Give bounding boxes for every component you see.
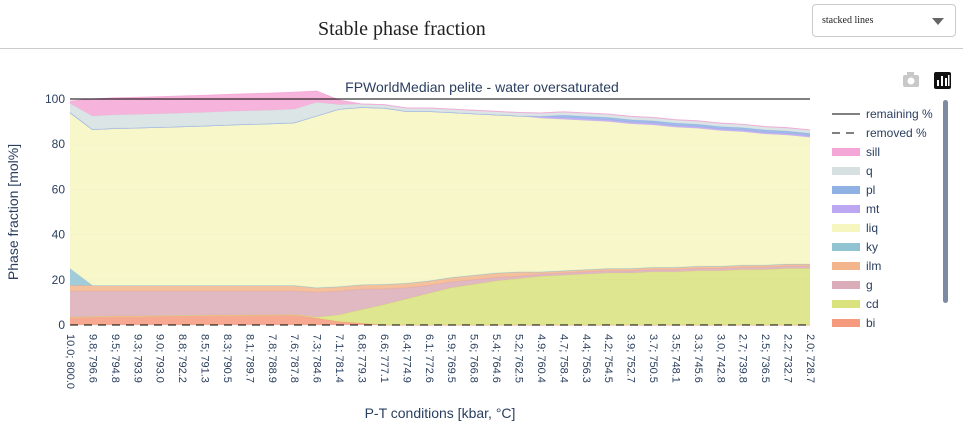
legend-item[interactable]: q [832, 164, 873, 178]
legend-label: pl [866, 183, 875, 197]
x-tick-label: 5.2; 762.5 [512, 334, 524, 383]
chart-title: FPWorldMedian pelite - water oversaturat… [345, 79, 619, 95]
legend-label: sill [866, 145, 880, 159]
plot-area: 0 20 40 60 80 100 10.0; 800.0 9.8; 796.6 9.5; 79… [45, 90, 816, 389]
x-tick-label: 4.2; 754.5 [602, 334, 614, 383]
x-tick-label: 7.8; 788.9 [266, 334, 278, 383]
x-tick-label: 7.3; 784.6 [311, 334, 323, 383]
legend-symbol [832, 167, 860, 175]
legend-item[interactable]: mt [832, 202, 880, 216]
legend-symbol [832, 148, 860, 156]
y-tick-label: 0 [58, 318, 65, 332]
x-tick-label: 9.8; 796.6 [86, 334, 98, 383]
legend-symbol [832, 281, 860, 289]
area-fill [70, 263, 810, 293]
x-tick-label: 5.6; 766.8 [468, 334, 480, 383]
legend-label: bi [866, 316, 875, 330]
legend-symbol [832, 319, 860, 327]
dropdown-value: stacked lines [822, 15, 874, 26]
toolbar [903, 72, 951, 89]
plotly-icon[interactable] [934, 72, 951, 89]
x-tick-label: 8.3; 790.5 [221, 334, 233, 383]
area-fill [70, 107, 810, 288]
x-tick-label: 9.0; 793.0 [154, 334, 166, 383]
legend-symbol [832, 205, 860, 213]
x-tick-label: 4.4; 756.3 [580, 334, 592, 383]
x-tick-label: 3.3; 745.6 [692, 334, 704, 383]
x-tick-label: 10.0; 800.0 [64, 334, 76, 389]
x-tick-label: 8.8; 792.2 [176, 334, 188, 383]
y-tick-label: 100 [45, 92, 65, 106]
legend-scrollbar[interactable] [943, 100, 948, 303]
legend-symbol [832, 262, 860, 270]
legend-item[interactable]: removed % [832, 126, 927, 140]
legend-item[interactable]: liq [832, 221, 878, 235]
x-tick-label: 6.1; 772.6 [423, 334, 435, 383]
legend-label: liq [866, 221, 878, 235]
area-edge [69, 90, 811, 131]
dropdown-arrow [932, 18, 944, 25]
legend-item[interactable]: ky [832, 240, 878, 254]
x-tick-label: 6.6; 777.1 [378, 334, 390, 383]
x-tick-label: 8.5; 791.3 [199, 334, 211, 383]
x-tick-label: 2.7; 739.8 [737, 334, 749, 383]
x-tick-label: 4.9; 760.4 [535, 334, 547, 383]
header: Stable phase fraction stacked lines [0, 0, 963, 49]
legend-item[interactable]: pl [832, 183, 875, 197]
x-tick-label: 6.4; 774.9 [400, 334, 412, 383]
x-tick-label: 3.0; 742.8 [714, 334, 726, 383]
x-tick-label: 8.1; 789.7 [243, 334, 255, 383]
x-tick-label: 7.6; 787.8 [288, 334, 300, 383]
x-tick-label: 3.5; 748.1 [669, 334, 681, 383]
legend-label: remaining % [866, 107, 933, 121]
area-fill [70, 268, 810, 325]
x-tick-label: 2.2; 732.7 [782, 334, 794, 383]
area-fill [70, 314, 810, 325]
legend-label: ky [866, 240, 878, 254]
y-tick-label: 60 [52, 182, 66, 196]
legend-label: q [866, 164, 873, 178]
area-fill [70, 102, 810, 134]
page-title: Stable phase fraction [318, 18, 486, 40]
legend-label: cd [866, 297, 879, 311]
dropdown[interactable]: stacked lines [812, 4, 956, 37]
legend-label: mt [866, 202, 880, 216]
legend-symbol [832, 243, 860, 251]
x-tick-label: 3.9; 752.7 [625, 334, 637, 383]
area-fill [70, 91, 810, 130]
legend-item[interactable]: g [832, 278, 873, 292]
y-tick-label: 80 [52, 137, 66, 151]
legend-symbol [832, 224, 860, 232]
x-tick-label: 9.3; 793.9 [131, 334, 143, 383]
legend-item[interactable]: bi [832, 316, 875, 330]
x-tick-label: 7.1; 781.4 [333, 334, 345, 383]
x-tick-label: 2.0; 728.7 [804, 334, 816, 383]
legend-label: ilm [866, 259, 881, 273]
x-tick-label: 6.8; 779.3 [356, 334, 368, 383]
camera-icon[interactable] [903, 72, 919, 87]
x-tick-label: 5.4; 764.6 [490, 334, 502, 383]
x-axis-title: P-T conditions [kbar, °C] [365, 405, 516, 421]
y-tick-label: 20 [52, 273, 66, 287]
legend-label: removed % [866, 126, 927, 140]
legend-symbol [832, 186, 860, 194]
legend-item[interactable]: remaining % [832, 107, 933, 121]
x-tick-label: 2.5; 736.5 [759, 334, 771, 383]
legend-item[interactable]: sill [832, 145, 880, 159]
x-tick-label: 3.7; 750.5 [647, 334, 659, 383]
legend-item[interactable]: cd [832, 297, 879, 311]
x-tick-label: 9.5; 794.8 [109, 334, 121, 383]
legend-label: g [866, 278, 873, 292]
y-axis-title: Phase fraction [mol%] [5, 144, 21, 280]
x-tick-label: 5.9; 769.5 [445, 334, 457, 383]
legend-symbol [832, 300, 860, 308]
area-fill [70, 266, 810, 318]
legend-item[interactable]: ilm [832, 259, 881, 273]
y-tick-label: 40 [52, 228, 66, 242]
legend: remaining % removed % sill q pl mt liq ky ilm g cd… [832, 107, 933, 330]
x-tick-label: 4.7; 758.4 [557, 334, 569, 383]
